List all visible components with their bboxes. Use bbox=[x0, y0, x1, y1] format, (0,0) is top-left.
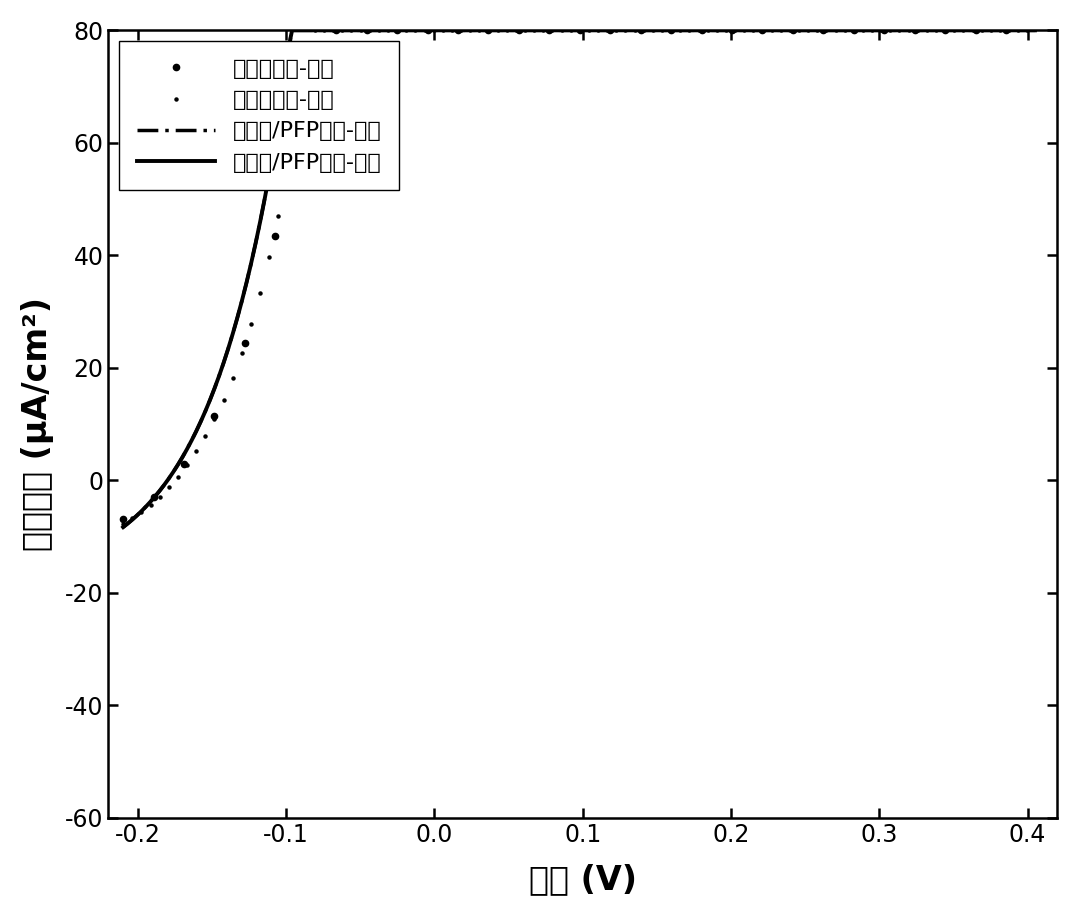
类囊体/PFP电极-黑暗 bbox=[116, 522, 129, 533]
类囊体电极-光照 bbox=[353, 25, 365, 36]
类囊体电极-光照 bbox=[278, 181, 291, 192]
类囊体/PFP电极-光照 bbox=[286, 25, 299, 36]
类囊体电极-光照 bbox=[116, 519, 129, 530]
类囊体/PFP电极-光照 bbox=[353, 25, 365, 36]
类囊体/PFP电极-光照 bbox=[804, 25, 817, 36]
类囊体电极-黑暗 bbox=[804, 25, 817, 36]
类囊体电极-黑暗 bbox=[307, 25, 320, 36]
类囊体电极-黑暗 bbox=[530, 25, 543, 36]
类囊体/PFP电极-光照 bbox=[727, 25, 740, 36]
类囊体电极-黑暗 bbox=[278, 190, 291, 201]
X-axis label: 电压 (V): 电压 (V) bbox=[528, 863, 637, 896]
类囊体电极-光照 bbox=[804, 25, 817, 36]
类囊体电极-光照 bbox=[727, 25, 740, 36]
类囊体电极-黑暗 bbox=[116, 514, 129, 525]
Y-axis label: 电流密度 (μA/cm²): 电流密度 (μA/cm²) bbox=[20, 297, 54, 551]
类囊体/PFP电极-光照 bbox=[530, 25, 543, 36]
类囊体/PFP电极-黑暗 bbox=[530, 25, 543, 36]
类囊体/PFP电极-光照 bbox=[655, 25, 668, 36]
类囊体电极-光照 bbox=[530, 25, 543, 36]
类囊体/PFP电极-光照 bbox=[278, 75, 291, 86]
类囊体/PFP电极-黑暗 bbox=[353, 25, 365, 36]
类囊体电极-黑暗 bbox=[655, 25, 668, 36]
类囊体/PFP电极-光照 bbox=[1028, 25, 1041, 36]
类囊体/PFP电极-黑暗 bbox=[804, 25, 817, 36]
Legend: 类囊体电极-黑暗, 类囊体电极-光照, 类囊体/PFP电极-黑暗, 类囊体/PFP电极-光照: 类囊体电极-黑暗, 类囊体电极-光照, 类囊体/PFP电极-黑暗, 类囊体/PF… bbox=[120, 41, 399, 191]
类囊体/PFP电极-黑暗 bbox=[1028, 25, 1041, 36]
类囊体电极-黑暗 bbox=[1028, 25, 1041, 36]
Line: 类囊体/PFP电极-黑暗: 类囊体/PFP电极-黑暗 bbox=[123, 30, 1035, 527]
Line: 类囊体/PFP电极-光照: 类囊体/PFP电极-光照 bbox=[123, 30, 1035, 527]
类囊体电极-光照 bbox=[1028, 25, 1041, 36]
类囊体/PFP电极-黑暗 bbox=[278, 75, 291, 86]
类囊体电极-光照 bbox=[304, 25, 317, 36]
类囊体电极-光照 bbox=[655, 25, 668, 36]
类囊体电极-黑暗 bbox=[353, 25, 365, 36]
类囊体/PFP电极-黑暗 bbox=[655, 25, 668, 36]
类囊体电极-黑暗 bbox=[727, 25, 740, 36]
类囊体/PFP电极-黑暗 bbox=[727, 25, 740, 36]
Line: 类囊体电极-光照: 类囊体电极-光照 bbox=[122, 28, 1036, 525]
类囊体/PFP电极-黑暗 bbox=[286, 25, 299, 36]
Line: 类囊体电极-黑暗: 类囊体电极-黑暗 bbox=[120, 28, 1038, 522]
类囊体/PFP电极-光照 bbox=[116, 522, 129, 533]
